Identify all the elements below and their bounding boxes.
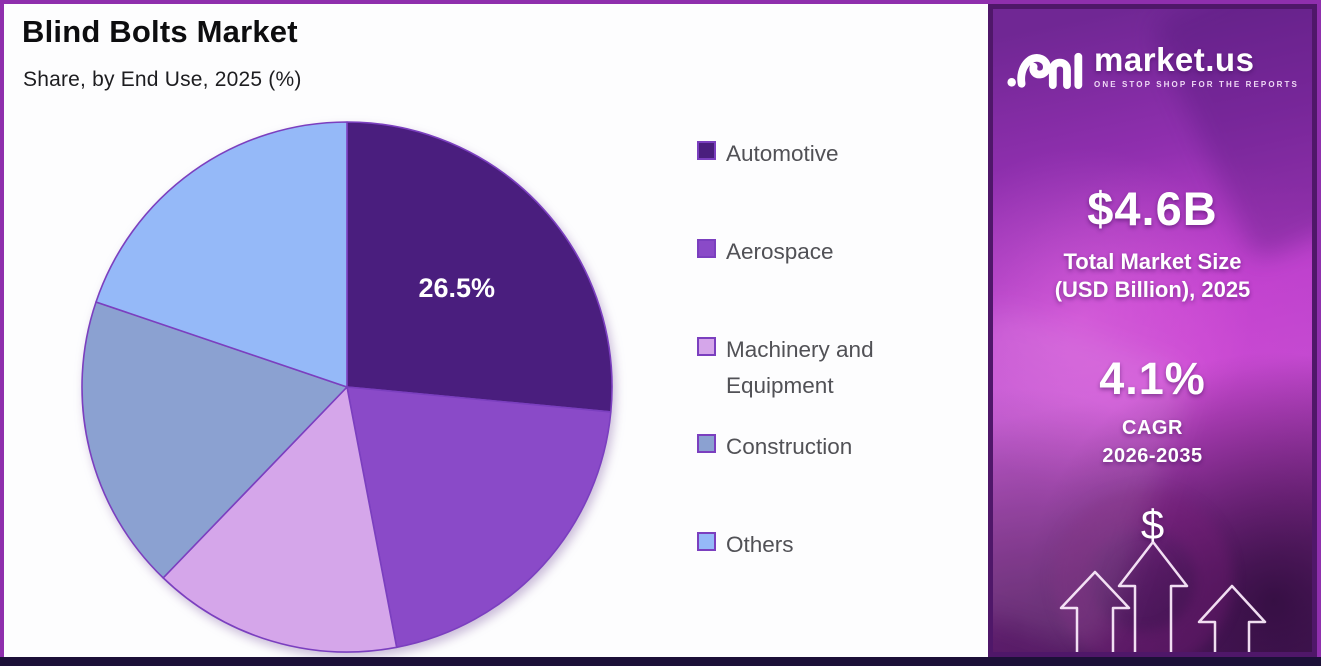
brand-tagline: ONE STOP SHOP FOR THE REPORTS xyxy=(1094,80,1299,90)
legend-item-others: Others xyxy=(697,527,957,563)
market-size-value: $4.6B xyxy=(1087,182,1218,235)
legend-swatch-icon xyxy=(697,239,716,258)
legend-item-aerospace: Aerospace xyxy=(697,234,957,270)
market-size-label: Total Market Size xyxy=(1063,249,1242,274)
growth-arrows-icon xyxy=(993,534,1312,652)
cagr-label: CAGR xyxy=(1122,417,1183,439)
bottom-bar xyxy=(0,657,1321,666)
page-subtitle: Share, by End Use, 2025 (%) xyxy=(23,68,302,91)
brand-logo: market.us ONE STOP SHOP FOR THE REPORTS xyxy=(993,35,1312,97)
legend-label: Automotive xyxy=(726,141,839,166)
legend-label: Machinery and Equipment xyxy=(726,337,874,399)
legend-swatch-icon xyxy=(697,337,716,356)
pie-data-label: 26.5% xyxy=(418,273,495,303)
pie-slice-machinery-and-equipment xyxy=(162,386,398,653)
market-size-sublabel: (USD Billion), 2025 xyxy=(1054,277,1251,302)
legend-swatch-icon xyxy=(697,141,716,160)
marketus-logo-icon xyxy=(1007,52,1083,90)
legend-swatch-icon xyxy=(697,434,716,453)
legend-item-automotive: Automotive xyxy=(697,136,957,172)
pie-chart: 26.5% xyxy=(79,119,615,655)
legend-label: Others xyxy=(726,532,794,557)
cagr-value: 4.1% xyxy=(1099,353,1206,404)
brand-text-block: market.us ONE STOP SHOP FOR THE REPORTS xyxy=(1094,40,1299,90)
pie-slice-construction xyxy=(81,301,348,579)
pie-slice-automotive xyxy=(346,121,613,413)
brand-name: market.us xyxy=(1094,40,1255,78)
legend-label: Construction xyxy=(726,434,853,459)
pie-slice-others xyxy=(95,121,348,388)
dollar-icon: $ xyxy=(1140,501,1165,548)
cagr-period: 2026-2035 xyxy=(1102,445,1203,467)
chart-legend: Automotive Aerospace Machinery and Equipme… xyxy=(697,136,982,616)
pie-slice-aerospace xyxy=(346,386,612,649)
legend-item-construction: Construction xyxy=(697,429,957,465)
legend-item-machinery-and-equipment: Machinery and Equipment xyxy=(697,332,957,405)
legend-swatch-icon xyxy=(697,532,716,551)
legend-label: Aerospace xyxy=(726,239,834,264)
brand-sidebar: market.us ONE STOP SHOP FOR THE REPORTS … xyxy=(988,4,1317,657)
page-title: Blind Bolts Market xyxy=(22,14,298,49)
pie-chart-svg: 26.5% xyxy=(81,121,613,653)
